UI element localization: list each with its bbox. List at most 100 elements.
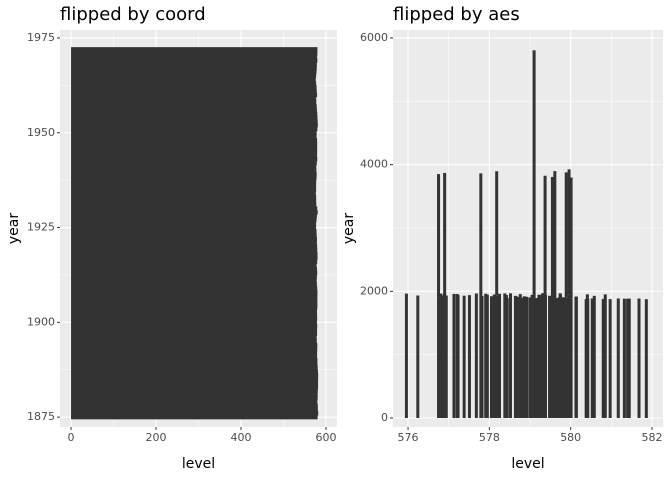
bar — [484, 293, 488, 419]
y-tick-label: 1900 — [27, 315, 55, 328]
bar — [71, 119, 318, 124]
bar — [71, 111, 318, 116]
y-axis-label: year — [6, 213, 22, 244]
bar — [543, 294, 547, 419]
bar — [71, 229, 317, 234]
bar — [590, 298, 594, 419]
bar — [71, 399, 318, 405]
bar — [541, 293, 545, 419]
bar — [495, 295, 499, 419]
bar — [71, 225, 317, 230]
bar — [622, 298, 626, 419]
bar — [71, 164, 317, 170]
bar — [532, 50, 536, 175]
bar — [71, 282, 317, 287]
y-tick-label: 6000 — [360, 31, 388, 44]
bar — [71, 81, 317, 86]
bar — [626, 298, 630, 419]
bar — [71, 255, 318, 261]
bar — [71, 73, 317, 79]
bar — [71, 66, 317, 71]
bar — [637, 298, 641, 419]
bar — [437, 296, 441, 419]
chart-title: flipped by coord — [60, 4, 206, 25]
bar — [71, 50, 318, 56]
bar — [462, 295, 466, 419]
bar — [532, 174, 536, 298]
bar — [444, 295, 448, 419]
bar — [479, 173, 483, 297]
bar — [71, 160, 317, 166]
bar — [71, 47, 318, 52]
bar — [553, 171, 557, 295]
bar — [71, 232, 317, 238]
bar — [585, 294, 589, 419]
bar — [569, 177, 573, 299]
bar — [71, 361, 318, 367]
bar — [71, 115, 318, 120]
bar — [71, 195, 317, 200]
bar — [525, 296, 529, 419]
bar — [543, 175, 547, 298]
bar — [71, 270, 318, 276]
bar — [489, 296, 493, 419]
bar — [567, 294, 571, 419]
bar — [71, 244, 318, 249]
bar — [71, 141, 318, 147]
bar — [71, 240, 317, 245]
chart-title: flipped by aes — [393, 4, 520, 25]
bar — [71, 85, 317, 90]
bar — [71, 92, 318, 98]
bar — [480, 295, 484, 419]
bar — [528, 297, 532, 419]
bar — [522, 296, 526, 419]
bar — [71, 384, 319, 390]
bar — [564, 297, 568, 419]
bar — [416, 295, 420, 419]
bar — [71, 221, 317, 226]
bar — [71, 316, 318, 321]
bar — [71, 153, 318, 158]
x-axis-label: level — [511, 456, 544, 472]
bar — [71, 149, 318, 154]
bar — [492, 294, 496, 419]
bar — [71, 202, 317, 207]
bar — [71, 236, 317, 242]
bar — [71, 395, 318, 401]
bar — [71, 289, 318, 295]
bar — [71, 346, 318, 352]
bar — [71, 187, 317, 192]
bar — [71, 339, 317, 344]
y-tick-label: 1975 — [27, 31, 55, 44]
bar — [71, 323, 318, 329]
bar — [530, 294, 534, 419]
bar — [71, 365, 318, 371]
bar — [567, 169, 571, 295]
bar — [71, 373, 319, 378]
x-tick-label: 582 — [642, 431, 663, 444]
bar — [71, 377, 319, 382]
bar — [71, 179, 317, 185]
bar — [71, 213, 317, 219]
bar — [71, 210, 318, 215]
bar — [467, 295, 471, 419]
bar — [71, 301, 318, 306]
y-tick-label: 0 — [381, 411, 388, 424]
bar — [555, 298, 559, 419]
bar — [539, 294, 543, 419]
bar — [558, 293, 562, 419]
bar — [441, 295, 445, 419]
bar — [71, 411, 319, 416]
bar — [71, 358, 318, 363]
bar — [71, 130, 317, 135]
bar — [71, 350, 318, 355]
x-tick-label: 600 — [315, 431, 336, 444]
bar — [71, 267, 317, 272]
bar — [71, 403, 318, 408]
x-tick-label: 580 — [560, 431, 581, 444]
y-axis-label: year — [341, 213, 357, 244]
bar — [504, 295, 508, 419]
bar — [71, 414, 318, 420]
